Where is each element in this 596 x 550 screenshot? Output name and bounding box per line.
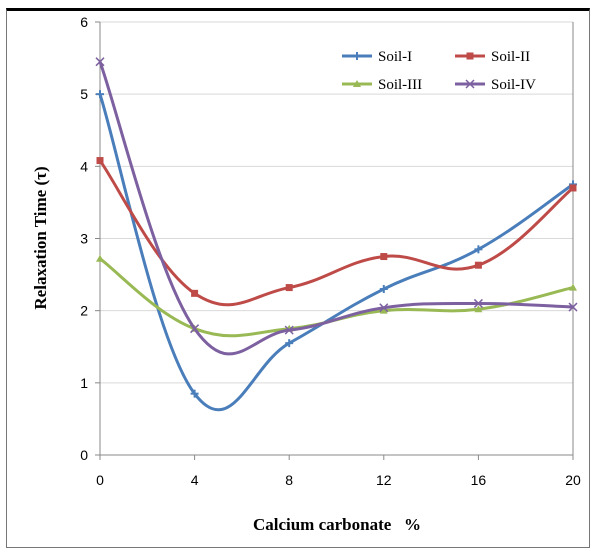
legend-item-soil-iv: Soil-IV xyxy=(455,77,536,93)
y-tick-label: 0 xyxy=(80,447,88,463)
y-tick-labels: 0 1 2 3 4 5 6 xyxy=(80,14,88,463)
series-line-soil-iv xyxy=(98,61,574,356)
data-point-soil-iv xyxy=(568,302,578,312)
data-point-soil-iv xyxy=(190,324,200,334)
legend-marker xyxy=(353,52,361,60)
legend-marker xyxy=(353,80,361,87)
series-lines xyxy=(95,57,578,412)
x-tick-label: 0 xyxy=(96,472,104,488)
x-tick-labels: 0 4 8 12 16 20 xyxy=(96,472,581,488)
legend: Soil-I Soil-II Soil-III Soil-IV xyxy=(342,49,536,93)
legend-marker xyxy=(465,79,475,89)
legend-item-soil-ii: Soil-II xyxy=(455,49,530,65)
data-point-soil-i xyxy=(190,389,199,398)
data-point-soil-iv xyxy=(95,57,105,67)
y-tick-label: 2 xyxy=(80,303,88,319)
y-tick-label: 3 xyxy=(80,231,88,247)
y-tick-label: 5 xyxy=(80,86,88,102)
x-axis-label: Calcium carbonate % xyxy=(253,515,421,534)
x-tick-label: 4 xyxy=(191,472,199,488)
data-point-soil-ii xyxy=(569,184,577,192)
legend-label: Soil-III xyxy=(378,77,422,93)
data-point-soil-iv xyxy=(379,303,389,313)
y-tick-label: 4 xyxy=(80,158,88,174)
legend-label: Soil-I xyxy=(378,49,412,65)
data-point-soil-ii xyxy=(380,253,388,261)
legend-item-soil-i: Soil-I xyxy=(342,49,412,65)
y-axis-label: Relaxation Time (τ) xyxy=(31,166,50,309)
data-point-soil-ii xyxy=(96,157,104,165)
data-point-soil-i xyxy=(379,285,388,294)
data-point-soil-i xyxy=(96,90,104,99)
y-tick-label: 1 xyxy=(80,375,88,391)
data-point-soil-ii xyxy=(474,261,482,269)
x-tick-label: 16 xyxy=(471,472,487,488)
data-point-soil-iii xyxy=(474,305,483,313)
x-tick-label: 12 xyxy=(376,472,392,488)
x-tick-label: 20 xyxy=(565,472,581,488)
legend-label: Soil-II xyxy=(491,49,530,65)
x-tick-label: 8 xyxy=(285,472,293,488)
data-point-soil-iv xyxy=(473,298,483,308)
legend-marker xyxy=(466,52,474,60)
legend-item-soil-iii: Soil-III xyxy=(342,77,422,93)
legend-label: Soil-IV xyxy=(491,77,536,93)
data-point-soil-iii xyxy=(379,306,388,314)
data-point-soil-iv xyxy=(284,325,294,335)
series-line-soil-ii xyxy=(98,159,574,307)
chart-frame xyxy=(6,8,590,548)
data-point-soil-i xyxy=(474,245,483,254)
data-point-soil-ii xyxy=(285,284,293,292)
y-tick-label: 6 xyxy=(80,14,88,30)
data-point-soil-i xyxy=(285,339,294,348)
data-point-soil-iii xyxy=(96,254,104,262)
data-point-soil-ii xyxy=(191,289,199,297)
data-point-soil-iii xyxy=(569,283,577,291)
axes xyxy=(95,21,574,460)
